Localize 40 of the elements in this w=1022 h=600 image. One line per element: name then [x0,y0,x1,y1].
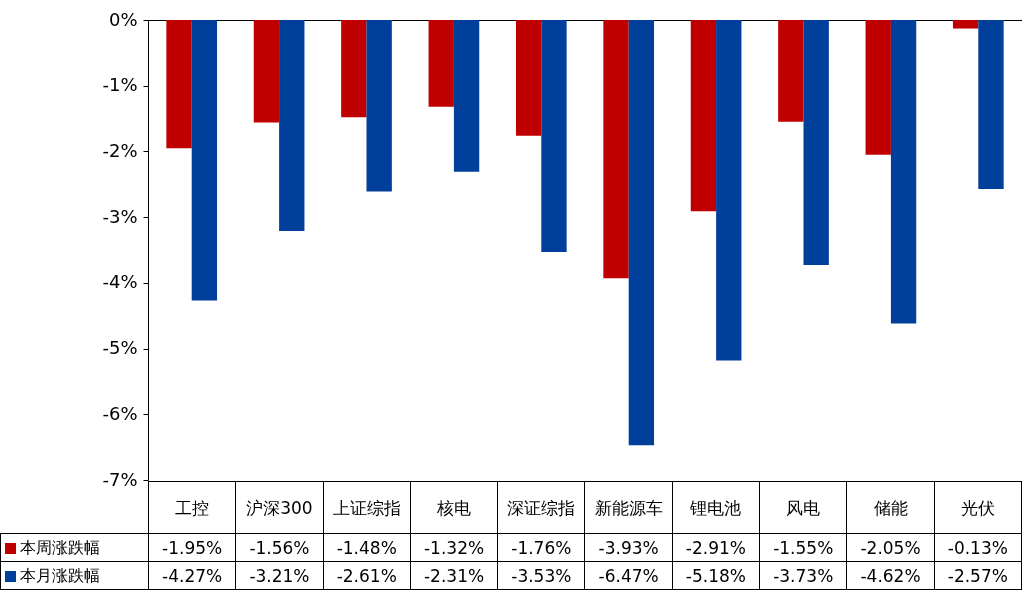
data-label: -1.56% [235,533,324,562]
x-tick-label: 深证综指 [497,481,585,534]
x-tick-label: 新能源车 [584,481,673,534]
data-label: -6.47% [584,561,673,590]
x-tick-label: 风电 [759,481,847,534]
y-tick-label: -7% [102,468,138,490]
data-label: -3.53% [497,561,585,590]
legend-label: 本月涨跌幅 [0,561,149,590]
data-label: -4.27% [148,561,236,590]
data-label: -0.13% [934,533,1022,562]
y-tick-label: -5% [102,337,138,359]
y-tick-label: -2% [102,139,138,161]
data-label: -1.76% [497,533,585,562]
y-tick-label: -4% [102,271,138,293]
x-tick-label: 核电 [410,481,498,534]
legend-label: 本周涨跌幅 [0,533,149,562]
y-tick-label: -6% [102,402,138,424]
data-label: -2.91% [672,533,760,562]
data-label: -1.95% [148,533,236,562]
x-tick-label: 锂电池 [672,481,760,534]
data-label: -3.21% [235,561,324,590]
data-label: -3.73% [759,561,847,590]
data-label: -2.05% [846,533,935,562]
x-tick-label: 光伏 [934,481,1022,534]
data-label: -1.32% [410,533,498,562]
data-label: -2.61% [323,561,411,590]
y-tick-label: -3% [102,205,138,227]
data-label: -2.31% [410,561,498,590]
x-tick-label: 沪深300 [235,481,324,534]
x-tick-label: 上证综指 [323,481,411,534]
data-label: -1.48% [323,533,411,562]
data-label: -3.93% [584,533,673,562]
y-tick-label: 0% [108,8,138,30]
x-tick-label: 储能 [846,481,935,534]
data-label: -2.57% [934,561,1022,590]
x-tick-label: 工控 [148,481,236,534]
data-label: -1.55% [759,533,847,562]
y-tick-label: -1% [102,74,138,96]
data-label: -4.62% [846,561,935,590]
data-label: -5.18% [672,561,760,590]
